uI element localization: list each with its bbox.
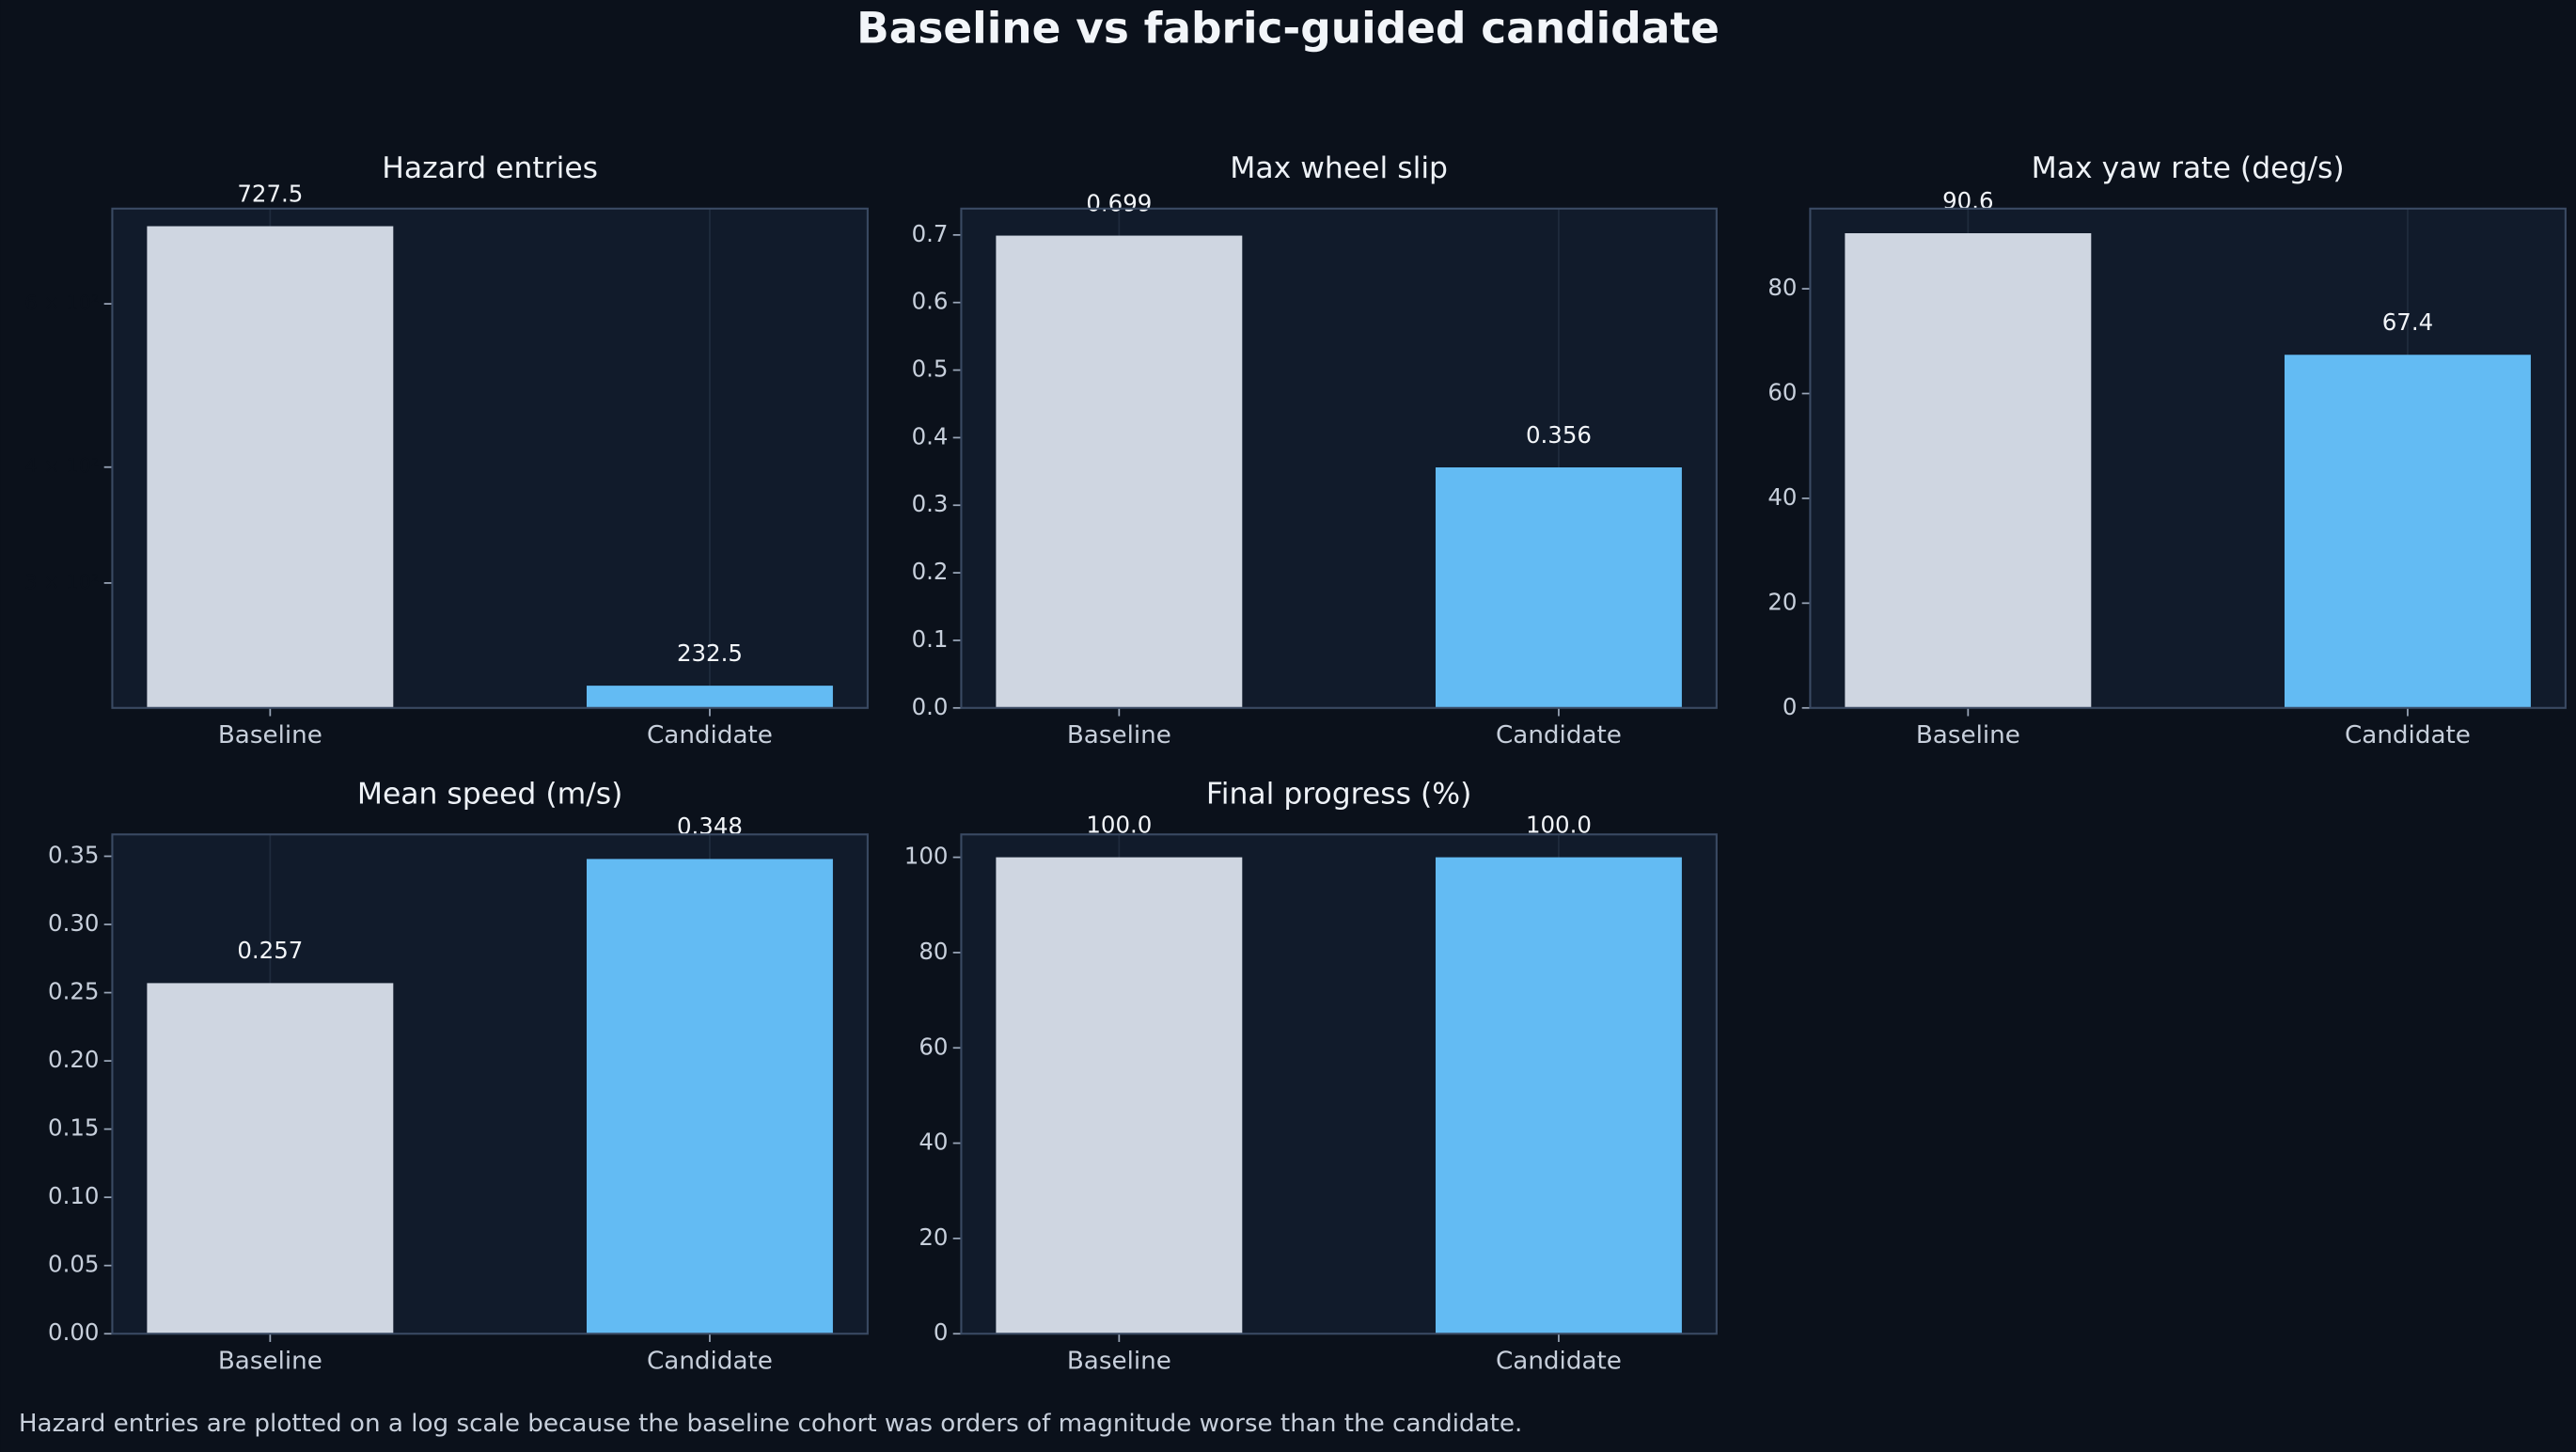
value-label: 90.6 bbox=[1942, 187, 1993, 214]
y-tick-label: 0.05 bbox=[48, 1251, 99, 1278]
value-label: 232.5 bbox=[677, 639, 743, 667]
x-tick-label: Candidate bbox=[647, 1347, 773, 1375]
plot-border bbox=[111, 207, 869, 709]
x-tick-label: Baseline bbox=[218, 1347, 322, 1375]
y-tick-label: 20 bbox=[1767, 588, 1797, 615]
bar bbox=[586, 859, 833, 1334]
bar bbox=[2284, 355, 2531, 708]
x-tick-label: Candidate bbox=[2345, 721, 2471, 750]
x-tick-label: Candidate bbox=[1496, 1347, 1622, 1375]
bar bbox=[586, 686, 833, 708]
y-tick-label: 0.35 bbox=[48, 841, 99, 868]
y-tick-label: 40 bbox=[919, 1128, 948, 1156]
y-tick-label: 0.15 bbox=[48, 1114, 99, 1142]
footnote: Hazard entries are plotted on a log scal… bbox=[19, 1410, 1523, 1438]
panel-title: Final progress (%) bbox=[1206, 777, 1471, 811]
y-tick-label: 6 × 10² bbox=[24, 292, 99, 314]
y-tick-label: 0.6 bbox=[912, 288, 949, 315]
y-tick-label: 80 bbox=[1767, 274, 1797, 301]
y-tick-label: 40 bbox=[1767, 483, 1797, 511]
value-label: 0.348 bbox=[677, 813, 743, 840]
value-label: 0.699 bbox=[1086, 189, 1152, 216]
x-tick-label: Candidate bbox=[1496, 721, 1622, 750]
bar bbox=[1435, 467, 1682, 708]
panel-title: Max yaw rate (deg/s) bbox=[2032, 151, 2345, 185]
y-tick-label: 0.4 bbox=[912, 422, 949, 450]
x-tick-label: Baseline bbox=[1067, 721, 1171, 750]
value-label: 67.4 bbox=[2382, 308, 2433, 336]
y-tick-label: 4 × 10² bbox=[24, 455, 99, 478]
y-tick-label: 80 bbox=[919, 938, 948, 965]
bar bbox=[147, 226, 394, 708]
y-tick-label: 3 × 10² bbox=[24, 571, 99, 593]
y-tick-label: 0 bbox=[934, 1318, 949, 1346]
x-tick-label: Baseline bbox=[1916, 721, 2020, 750]
y-tick-label: 0.3 bbox=[912, 490, 949, 517]
bar bbox=[996, 235, 1243, 708]
x-tick-label: Candidate bbox=[647, 721, 773, 750]
y-tick-label: 0 bbox=[1783, 693, 1798, 720]
bar bbox=[1845, 233, 2092, 708]
y-tick-label: 0.7 bbox=[912, 220, 949, 247]
y-tick-label: 60 bbox=[1767, 378, 1797, 405]
bar bbox=[147, 983, 394, 1334]
x-tick-label: Baseline bbox=[218, 721, 322, 750]
bar bbox=[996, 857, 1243, 1334]
panel-title: Max wheel slip bbox=[1230, 151, 1448, 185]
y-tick-label: 0.10 bbox=[48, 1182, 99, 1209]
y-tick-label: 100 bbox=[904, 843, 949, 870]
plot-border bbox=[1809, 207, 2567, 709]
y-tick-label: 0.20 bbox=[48, 1046, 99, 1073]
value-label: 727.5 bbox=[237, 180, 303, 207]
panel-title: Mean speed (m/s) bbox=[357, 777, 623, 811]
y-tick-label: 0.25 bbox=[48, 978, 99, 1005]
value-label: 0.356 bbox=[1526, 421, 1592, 449]
plot-border bbox=[111, 833, 869, 1335]
value-label: 0.257 bbox=[237, 937, 303, 964]
y-tick-label: 0.30 bbox=[48, 909, 99, 937]
y-tick-label: 60 bbox=[919, 1033, 948, 1060]
figure-title: Baseline vs fabric-guided candidate bbox=[856, 4, 1720, 54]
y-tick-label: 0.0 bbox=[912, 693, 949, 720]
y-tick-label: 20 bbox=[919, 1223, 948, 1251]
plot-border bbox=[960, 833, 1718, 1335]
y-tick-label: 0.5 bbox=[912, 355, 949, 383]
y-tick-label: 0.1 bbox=[912, 625, 949, 653]
bar bbox=[1435, 857, 1682, 1334]
plot-border bbox=[960, 207, 1718, 709]
y-tick-label: 0.00 bbox=[48, 1318, 99, 1346]
panel-title: Hazard entries bbox=[382, 151, 598, 185]
x-tick-label: Baseline bbox=[1067, 1347, 1171, 1375]
y-tick-label: 0.2 bbox=[912, 558, 949, 585]
